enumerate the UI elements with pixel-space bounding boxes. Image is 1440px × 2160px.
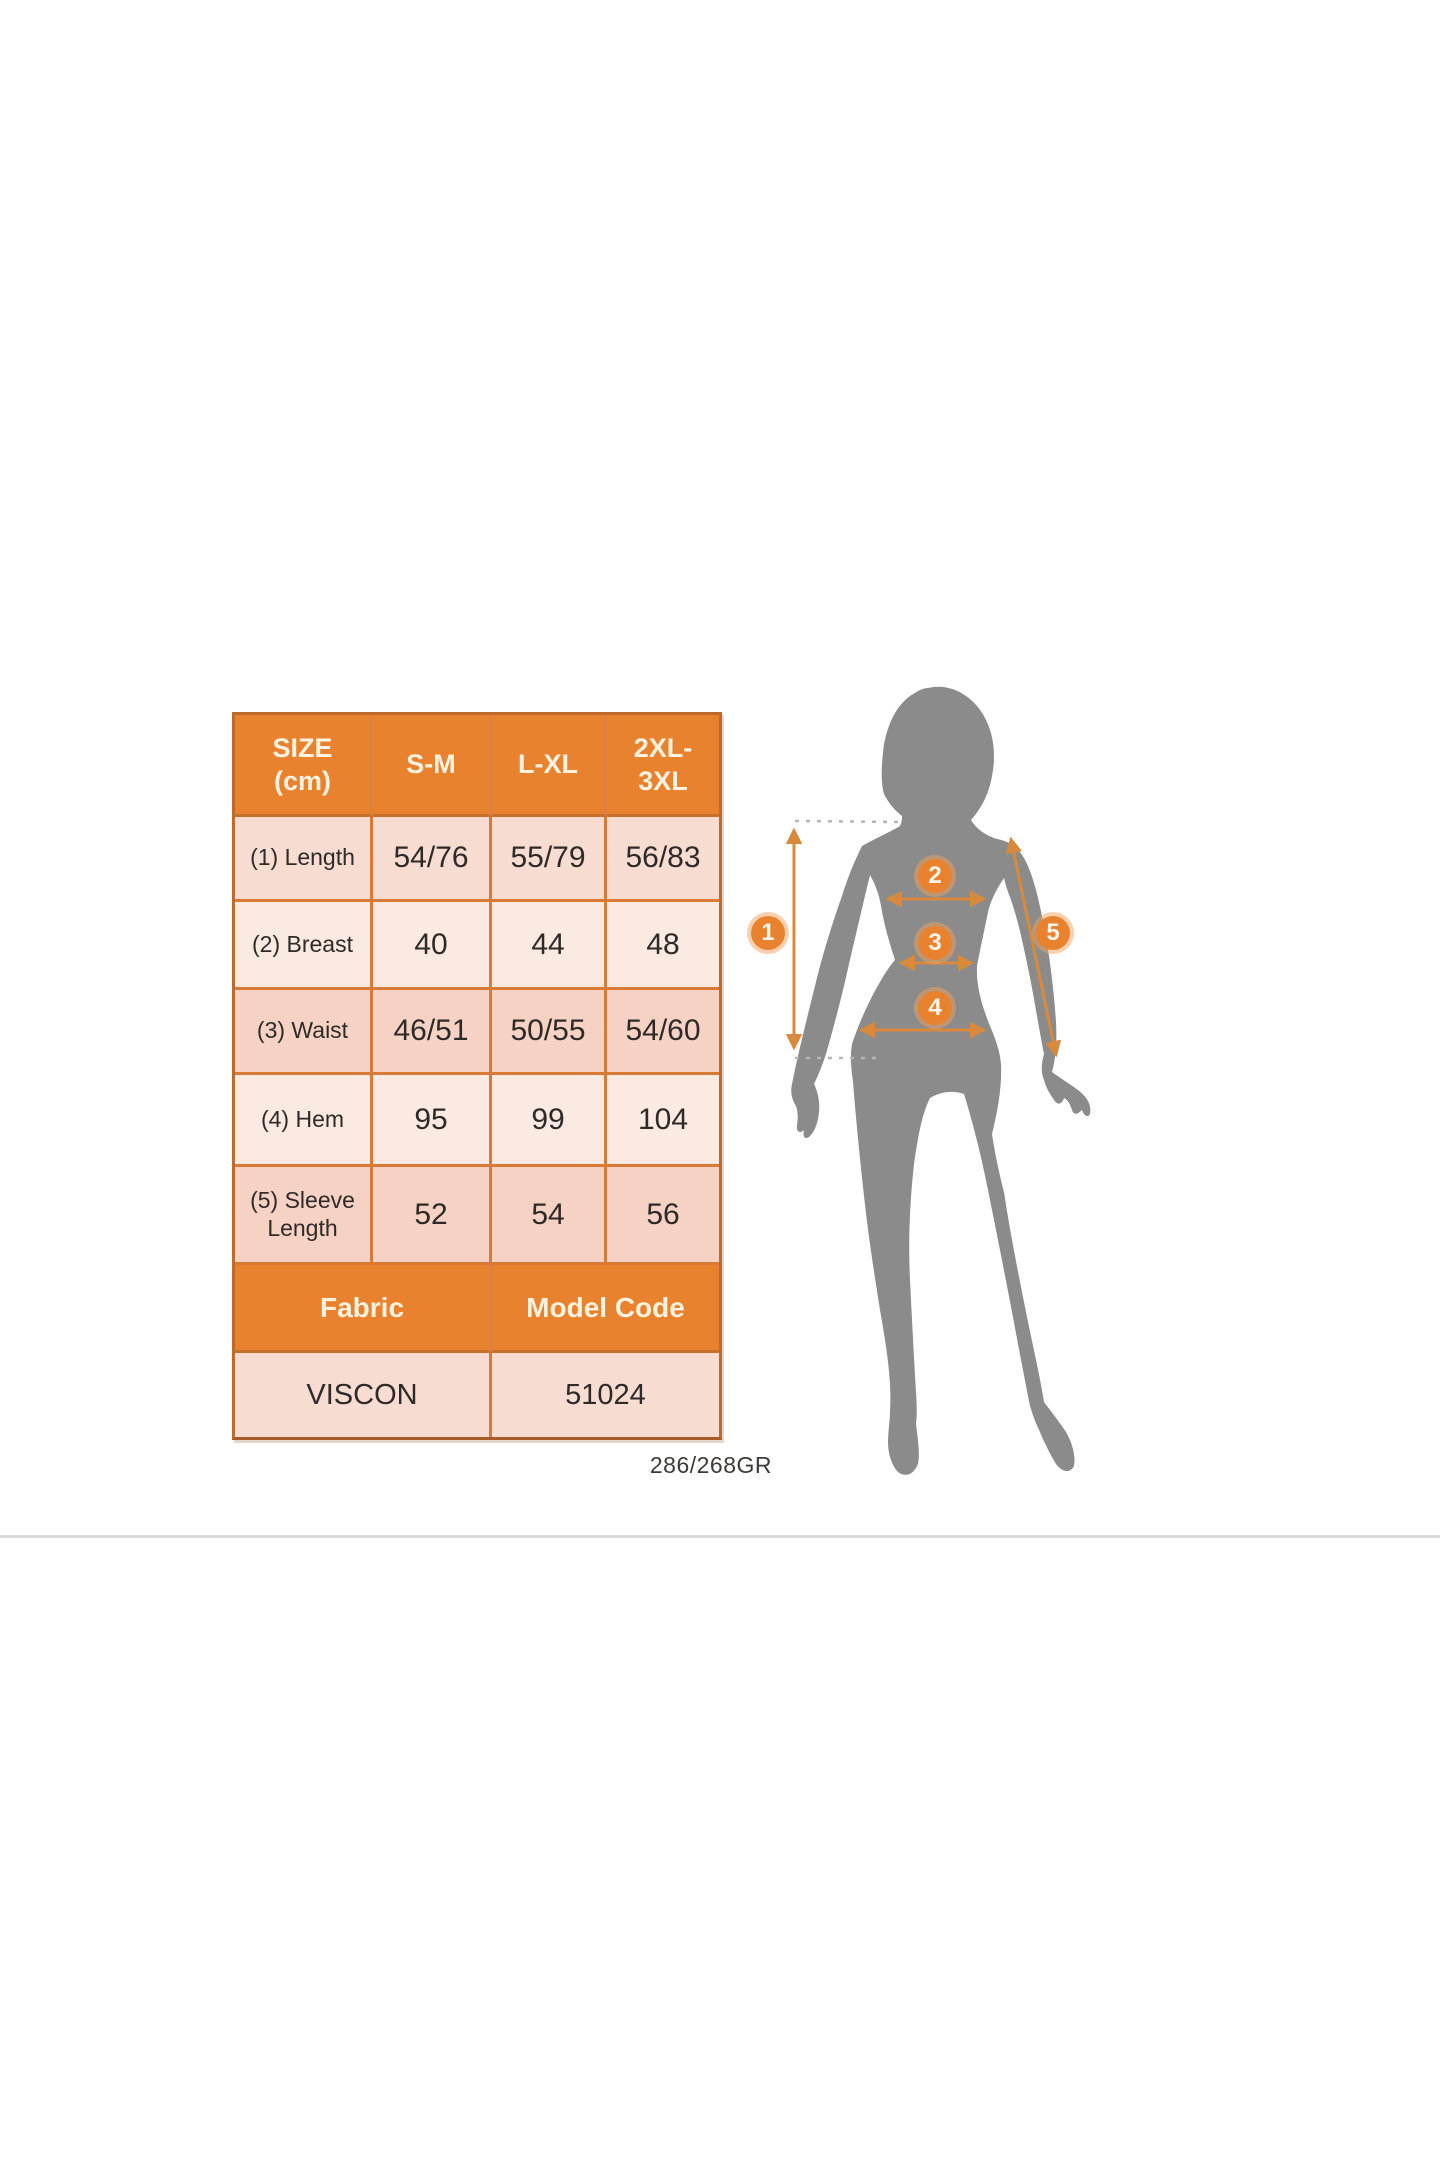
fabric-header: Fabric: [235, 1265, 492, 1353]
measure-arrow-sleeve: [1005, 836, 1062, 1058]
measure-badge-4: 4: [918, 991, 952, 1025]
value-length-sm: 54/76: [373, 817, 492, 902]
value-hem-2xl3xl: 104: [607, 1075, 719, 1167]
value-hem-lxl: 99: [492, 1075, 607, 1167]
row-label-length: (1) Length: [235, 817, 373, 902]
col-header-size: SIZE (cm): [235, 715, 373, 817]
col-header-2xl3xl: 2XL-3XL: [607, 715, 719, 817]
col-header-lxl: L-XL: [492, 715, 607, 817]
value-waist-lxl: 50/55: [492, 990, 607, 1075]
measure-badge-5: 5: [1036, 916, 1070, 950]
row-label-sleeve: (5) Sleeve Length: [235, 1167, 373, 1265]
dashed-line-shoulder: [794, 819, 903, 824]
row-label-waist: (3) Waist: [235, 990, 373, 1075]
model-code-header: Model Code: [492, 1265, 719, 1353]
value-sleeve-2xl3xl: 56: [607, 1167, 719, 1265]
value-breast-sm: 40: [373, 902, 492, 990]
model-code-value: 51024: [492, 1353, 719, 1437]
measurement-figure: [720, 620, 1160, 1500]
female-silhouette-svg: [785, 686, 1091, 1475]
value-breast-lxl: 44: [492, 902, 607, 990]
col-header-sm: S-M: [373, 715, 492, 817]
row-label-hem: (4) Hem: [235, 1075, 373, 1167]
value-sleeve-lxl: 54: [492, 1167, 607, 1265]
measure-badge-3: 3: [918, 926, 952, 960]
weight-note: 286/268GR: [649, 1452, 772, 1478]
value-sleeve-sm: 52: [373, 1167, 492, 1265]
value-waist-sm: 46/51: [373, 990, 492, 1075]
value-breast-2xl3xl: 48: [607, 902, 719, 990]
value-length-2xl3xl: 56/83: [607, 817, 719, 902]
row-label-breast: (2) Breast: [235, 902, 373, 990]
value-waist-2xl3xl: 54/60: [607, 990, 719, 1075]
size-chart-table: SIZE (cm) S-M L-XL 2XL-3XL (1) Length 54…: [232, 712, 722, 1440]
fabric-value: VISCON: [235, 1353, 492, 1437]
value-length-lxl: 55/79: [492, 817, 607, 902]
female-silhouette: [791, 686, 1091, 1475]
col-header-size-label: SIZE (cm): [272, 733, 333, 796]
measure-badge-1: 1: [751, 916, 785, 950]
col-header-2xl3xl-label: 2XL-3XL: [633, 733, 693, 796]
measure-badge-2: 2: [918, 859, 952, 893]
value-hem-sm: 95: [373, 1075, 492, 1167]
page-divider: [0, 1535, 1440, 1538]
